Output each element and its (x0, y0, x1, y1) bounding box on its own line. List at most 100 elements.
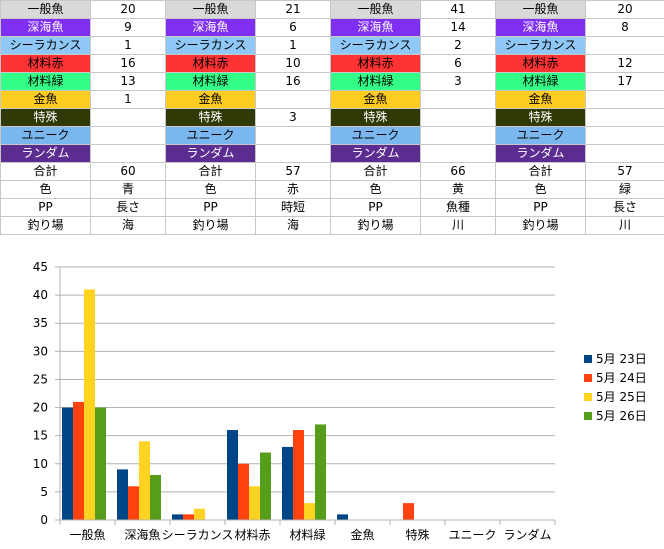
row-label-cell[interactable]: 色 (495, 180, 586, 199)
row-label-cell[interactable]: 合計 (0, 162, 91, 181)
row-label-cell[interactable]: 材料緑 (495, 72, 586, 91)
row-label-cell[interactable]: 深海魚 (0, 18, 91, 37)
row-label-cell[interactable]: 材料赤 (330, 54, 421, 73)
value-cell[interactable]: 長さ (90, 198, 166, 217)
value-cell[interactable]: 緑 (585, 180, 664, 199)
row-label-cell[interactable]: ランダム (330, 144, 421, 163)
value-cell[interactable]: 2 (420, 36, 496, 55)
value-cell[interactable] (420, 108, 496, 127)
row-label-cell[interactable]: PP (0, 198, 91, 217)
row-label-cell[interactable]: 釣り場 (165, 216, 256, 235)
value-cell[interactable]: 海 (255, 216, 331, 235)
value-cell[interactable]: 魚種 (420, 198, 496, 217)
row-label-cell[interactable]: 金魚 (495, 90, 586, 109)
value-cell[interactable] (585, 144, 664, 163)
row-label-cell[interactable]: ランダム (495, 144, 586, 163)
row-label-cell[interactable]: 金魚 (0, 90, 91, 109)
value-cell[interactable]: 川 (585, 216, 664, 235)
row-label-cell[interactable]: 色 (165, 180, 256, 199)
value-cell[interactable]: 9 (90, 18, 166, 37)
row-label-cell[interactable]: ユニーク (495, 126, 586, 145)
row-label-cell[interactable]: 材料緑 (0, 72, 91, 91)
row-label-cell[interactable]: 特殊 (495, 108, 586, 127)
value-cell[interactable]: 60 (90, 162, 166, 181)
row-label-cell[interactable]: 材料緑 (330, 72, 421, 91)
row-label-cell[interactable]: 一般魚 (165, 0, 256, 19)
row-label-cell[interactable]: 特殊 (0, 108, 91, 127)
value-cell[interactable]: 川 (420, 216, 496, 235)
row-label-cell[interactable]: 色 (330, 180, 421, 199)
value-cell[interactable]: 1 (90, 90, 166, 109)
value-cell[interactable]: 3 (255, 108, 331, 127)
row-label-cell[interactable]: シーラカンス (495, 36, 586, 55)
value-cell[interactable]: 13 (90, 72, 166, 91)
value-cell[interactable]: 21 (255, 0, 331, 19)
row-label-cell[interactable]: 材料赤 (165, 54, 256, 73)
value-cell[interactable]: 16 (255, 72, 331, 91)
row-label-cell[interactable]: ランダム (0, 144, 91, 163)
value-cell[interactable]: 12 (585, 54, 664, 73)
value-cell[interactable]: 20 (585, 0, 664, 19)
value-cell[interactable] (585, 126, 664, 145)
row-label-cell[interactable]: 材料緑 (165, 72, 256, 91)
row-label-cell[interactable]: ユニーク (165, 126, 256, 145)
value-cell[interactable]: 時短 (255, 198, 331, 217)
row-label-cell[interactable]: シーラカンス (165, 36, 256, 55)
value-cell[interactable]: 57 (255, 162, 331, 181)
value-cell[interactable]: 66 (420, 162, 496, 181)
value-cell[interactable] (585, 108, 664, 127)
value-cell[interactable]: 14 (420, 18, 496, 37)
row-label-cell[interactable]: 合計 (495, 162, 586, 181)
value-cell[interactable] (585, 90, 664, 109)
value-cell[interactable]: 17 (585, 72, 664, 91)
row-label-cell[interactable]: 色 (0, 180, 91, 199)
row-label-cell[interactable]: ユニーク (0, 126, 91, 145)
value-cell[interactable]: 6 (255, 18, 331, 37)
value-cell[interactable]: 海 (90, 216, 166, 235)
value-cell[interactable]: 黄 (420, 180, 496, 199)
row-label-cell[interactable]: 一般魚 (330, 0, 421, 19)
row-label-cell[interactable]: 釣り場 (330, 216, 421, 235)
row-label-cell[interactable]: 合計 (330, 162, 421, 181)
value-cell[interactable]: 青 (90, 180, 166, 199)
value-cell[interactable]: 1 (90, 36, 166, 55)
value-cell[interactable] (420, 90, 496, 109)
value-cell[interactable]: 41 (420, 0, 496, 19)
row-label-cell[interactable]: 釣り場 (0, 216, 91, 235)
value-cell[interactable]: 長さ (585, 198, 664, 217)
row-label-cell[interactable]: 深海魚 (165, 18, 256, 37)
row-label-cell[interactable]: 特殊 (330, 108, 421, 127)
value-cell[interactable]: 3 (420, 72, 496, 91)
row-label-cell[interactable]: 金魚 (330, 90, 421, 109)
row-label-cell[interactable]: 一般魚 (0, 0, 91, 19)
row-label-cell[interactable]: シーラカンス (0, 36, 91, 55)
value-cell[interactable]: 57 (585, 162, 664, 181)
row-label-cell[interactable]: 深海魚 (330, 18, 421, 37)
row-label-cell[interactable]: PP (495, 198, 586, 217)
row-label-cell[interactable]: 一般魚 (495, 0, 586, 19)
value-cell[interactable] (255, 126, 331, 145)
value-cell[interactable]: 1 (255, 36, 331, 55)
row-label-cell[interactable]: 金魚 (165, 90, 256, 109)
value-cell[interactable]: 6 (420, 54, 496, 73)
row-label-cell[interactable]: 材料赤 (495, 54, 586, 73)
value-cell[interactable] (90, 144, 166, 163)
value-cell[interactable]: 赤 (255, 180, 331, 199)
value-cell[interactable] (255, 144, 331, 163)
value-cell[interactable] (420, 126, 496, 145)
row-label-cell[interactable]: 釣り場 (495, 216, 586, 235)
value-cell[interactable]: 16 (90, 54, 166, 73)
value-cell[interactable] (420, 144, 496, 163)
value-cell[interactable] (90, 126, 166, 145)
row-label-cell[interactable]: ユニーク (330, 126, 421, 145)
row-label-cell[interactable]: PP (330, 198, 421, 217)
row-label-cell[interactable]: ランダム (165, 144, 256, 163)
row-label-cell[interactable]: PP (165, 198, 256, 217)
row-label-cell[interactable]: 深海魚 (495, 18, 586, 37)
row-label-cell[interactable]: 特殊 (165, 108, 256, 127)
value-cell[interactable]: 10 (255, 54, 331, 73)
row-label-cell[interactable]: 合計 (165, 162, 256, 181)
value-cell[interactable] (90, 108, 166, 127)
row-label-cell[interactable]: 材料赤 (0, 54, 91, 73)
value-cell[interactable]: 20 (90, 0, 166, 19)
